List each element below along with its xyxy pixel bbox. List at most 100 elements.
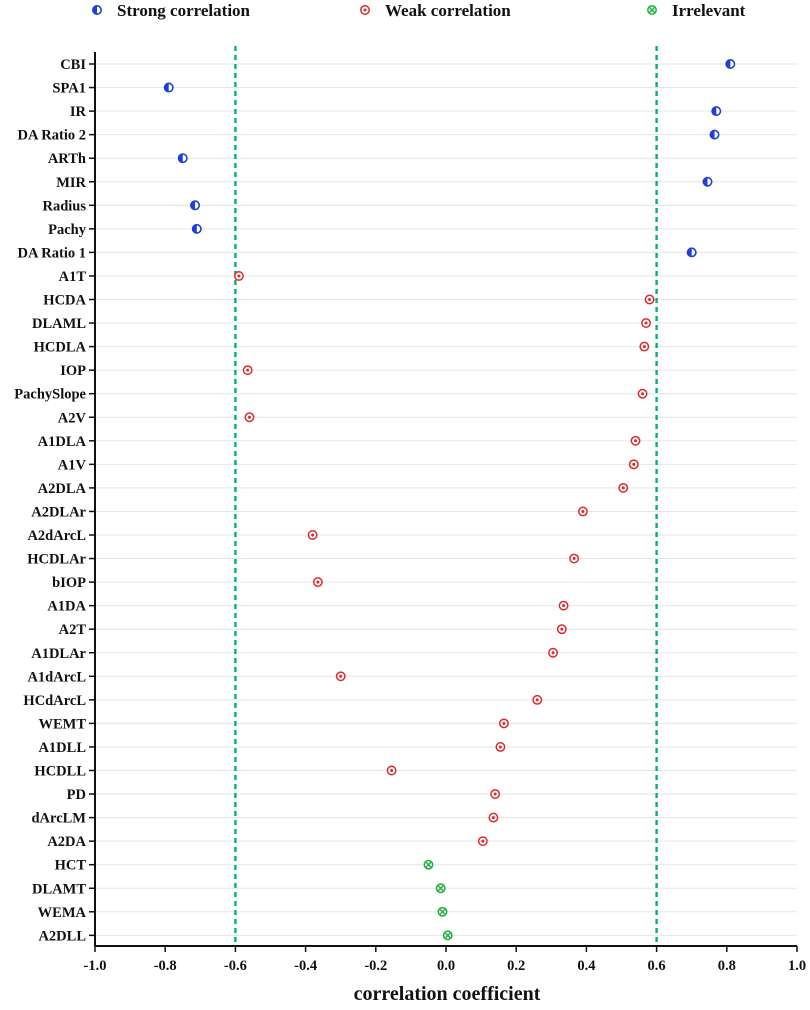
y-tick-label-ir: IR <box>70 104 87 120</box>
point-a2dll <box>442 930 453 941</box>
legend-label-irrelevant: Irrelevant <box>672 1 746 20</box>
y-tick-label-a1da: A1DA <box>47 599 86 615</box>
point-iop <box>242 365 253 376</box>
y-tick-label-hcdlar: HCDLAr <box>27 552 86 568</box>
x-tick-label-1: -0.8 <box>154 958 177 974</box>
point-da-ratio-1 <box>686 247 697 258</box>
legend-label-strong-correlation: Strong correlation <box>117 1 251 20</box>
point-dlamt <box>435 883 446 894</box>
point-wemt <box>498 718 509 729</box>
y-tick-label-mir: MIR <box>56 175 86 191</box>
point-biop <box>312 577 323 588</box>
y-tick-label-a2t: A2T <box>59 622 87 638</box>
y-tick-label-a1v: A1V <box>58 457 87 473</box>
point-da-ratio-2 <box>709 129 720 140</box>
axes: CBI SPA1 IR DA Ratio 2 ARTh MIR Radius Pachy DA … <box>14 52 806 974</box>
point-a2t <box>556 624 567 635</box>
point-a2v <box>244 412 255 423</box>
point-hcda <box>644 294 655 305</box>
point-a2da <box>477 836 488 847</box>
point-wema <box>437 906 448 917</box>
y-tick-label-a1dlar: A1DLAr <box>31 646 86 662</box>
y-tick-label-hcdarcl: HCdArcL <box>23 693 86 709</box>
point-a1dla <box>630 435 641 446</box>
y-tick-label-a1darcl: A1dArcL <box>27 669 86 685</box>
x-tick-label-6: 0.2 <box>507 958 525 974</box>
y-tick-label-pachyslope: PachySlope <box>14 387 86 403</box>
y-tick-label-a2dla: A2DLA <box>38 481 87 497</box>
y-tick-label-hct: HCT <box>55 858 87 874</box>
point-mir <box>702 176 713 187</box>
y-tick-label-da-ratio-2: DA Ratio 2 <box>18 128 86 144</box>
legend-marker-strong-correlation <box>92 5 103 15</box>
point-a1da <box>558 600 569 611</box>
y-tick-label-cbi: CBI <box>60 57 86 73</box>
legend-label-weak-correlation: Weak correlation <box>385 1 511 20</box>
y-tick-label-wemt: WEMT <box>38 716 86 732</box>
point-hcdla <box>639 341 650 352</box>
point-a1darcl <box>335 671 346 682</box>
y-tick-label-arth: ARTh <box>48 151 86 167</box>
point-hcdarcl <box>532 694 543 705</box>
point-pachy <box>191 223 202 234</box>
x-tick-label-10: 1.0 <box>788 958 806 974</box>
point-a2dlar <box>577 506 588 517</box>
point-a1dll <box>495 742 506 752</box>
x-tick-label-3: -0.4 <box>294 958 317 974</box>
point-pachyslope <box>637 388 648 399</box>
y-tick-label-a2dlar: A2DLAr <box>31 504 86 520</box>
grid-lines <box>95 63 797 936</box>
y-tick-label-darclm: dArcLM <box>31 811 86 827</box>
y-tick-label-a1t: A1T <box>59 269 87 285</box>
point-radius <box>190 200 201 211</box>
point-hct <box>423 859 434 870</box>
point-a1v <box>628 459 639 470</box>
legend-marker-irrelevant <box>647 5 657 15</box>
y-tick-label-hcdll: HCDLL <box>34 764 86 780</box>
data-points <box>163 58 736 941</box>
x-tick-label-8: 0.6 <box>648 958 666 974</box>
point-a2darcl <box>307 530 318 540</box>
y-tick-label-iop: IOP <box>60 363 86 379</box>
x-tick-label-9: 0.8 <box>718 958 736 974</box>
point-hcdlar <box>569 553 580 564</box>
point-darclm <box>488 812 499 823</box>
y-tick-label-pd: PD <box>67 787 86 803</box>
legend-marker-weak-correlation <box>360 5 370 15</box>
x-tick-label-7: 0.4 <box>577 958 595 974</box>
y-tick-label-biop: bIOP <box>52 575 86 591</box>
y-tick-label-da-ratio-1: DA Ratio 1 <box>18 245 86 261</box>
y-tick-label-dlamt: DLAMT <box>32 881 86 897</box>
y-tick-label-a1dll: A1DLL <box>38 740 86 756</box>
x-tick-label-4: -0.2 <box>364 958 387 974</box>
point-cbi <box>725 58 736 69</box>
threshold-lines <box>234 46 658 946</box>
y-tick-label-hcda: HCDA <box>43 293 86 309</box>
y-tick-label-a2darcl: A2dArcL <box>27 528 86 544</box>
point-a1dlar <box>548 647 559 658</box>
x-tick-label-0: -1.0 <box>84 958 107 974</box>
point-a2dla <box>618 482 629 493</box>
y-tick-label-a1dla: A1DLA <box>38 434 87 450</box>
y-tick-label-radius: Radius <box>42 198 86 214</box>
x-tick-label-5: 0.0 <box>437 958 455 974</box>
y-tick-label-a2da: A2DA <box>47 834 86 850</box>
legend: Strong correlation Weak correlation Irrele… <box>92 1 746 20</box>
y-tick-label-dlaml: DLAML <box>32 316 86 332</box>
point-a1t <box>233 271 244 281</box>
y-tick-label-a2dll: A2DLL <box>38 928 86 944</box>
y-tick-label-wema: WEMA <box>38 905 87 921</box>
x-tick-label-2: -0.6 <box>224 958 247 974</box>
x-axis-title: correlation coefficient <box>354 983 541 1005</box>
point-ir <box>711 106 722 117</box>
y-tick-label-a2v: A2V <box>58 410 87 426</box>
point-hcdll <box>386 765 397 776</box>
point-arth <box>177 153 188 164</box>
y-tick-label-spa1: SPA1 <box>52 81 86 97</box>
point-pd <box>490 789 501 799</box>
y-tick-label-pachy: Pachy <box>48 222 87 238</box>
point-dlaml <box>641 318 652 328</box>
point-spa1 <box>163 82 174 93</box>
y-tick-label-hcdla: HCDLA <box>34 340 87 356</box>
